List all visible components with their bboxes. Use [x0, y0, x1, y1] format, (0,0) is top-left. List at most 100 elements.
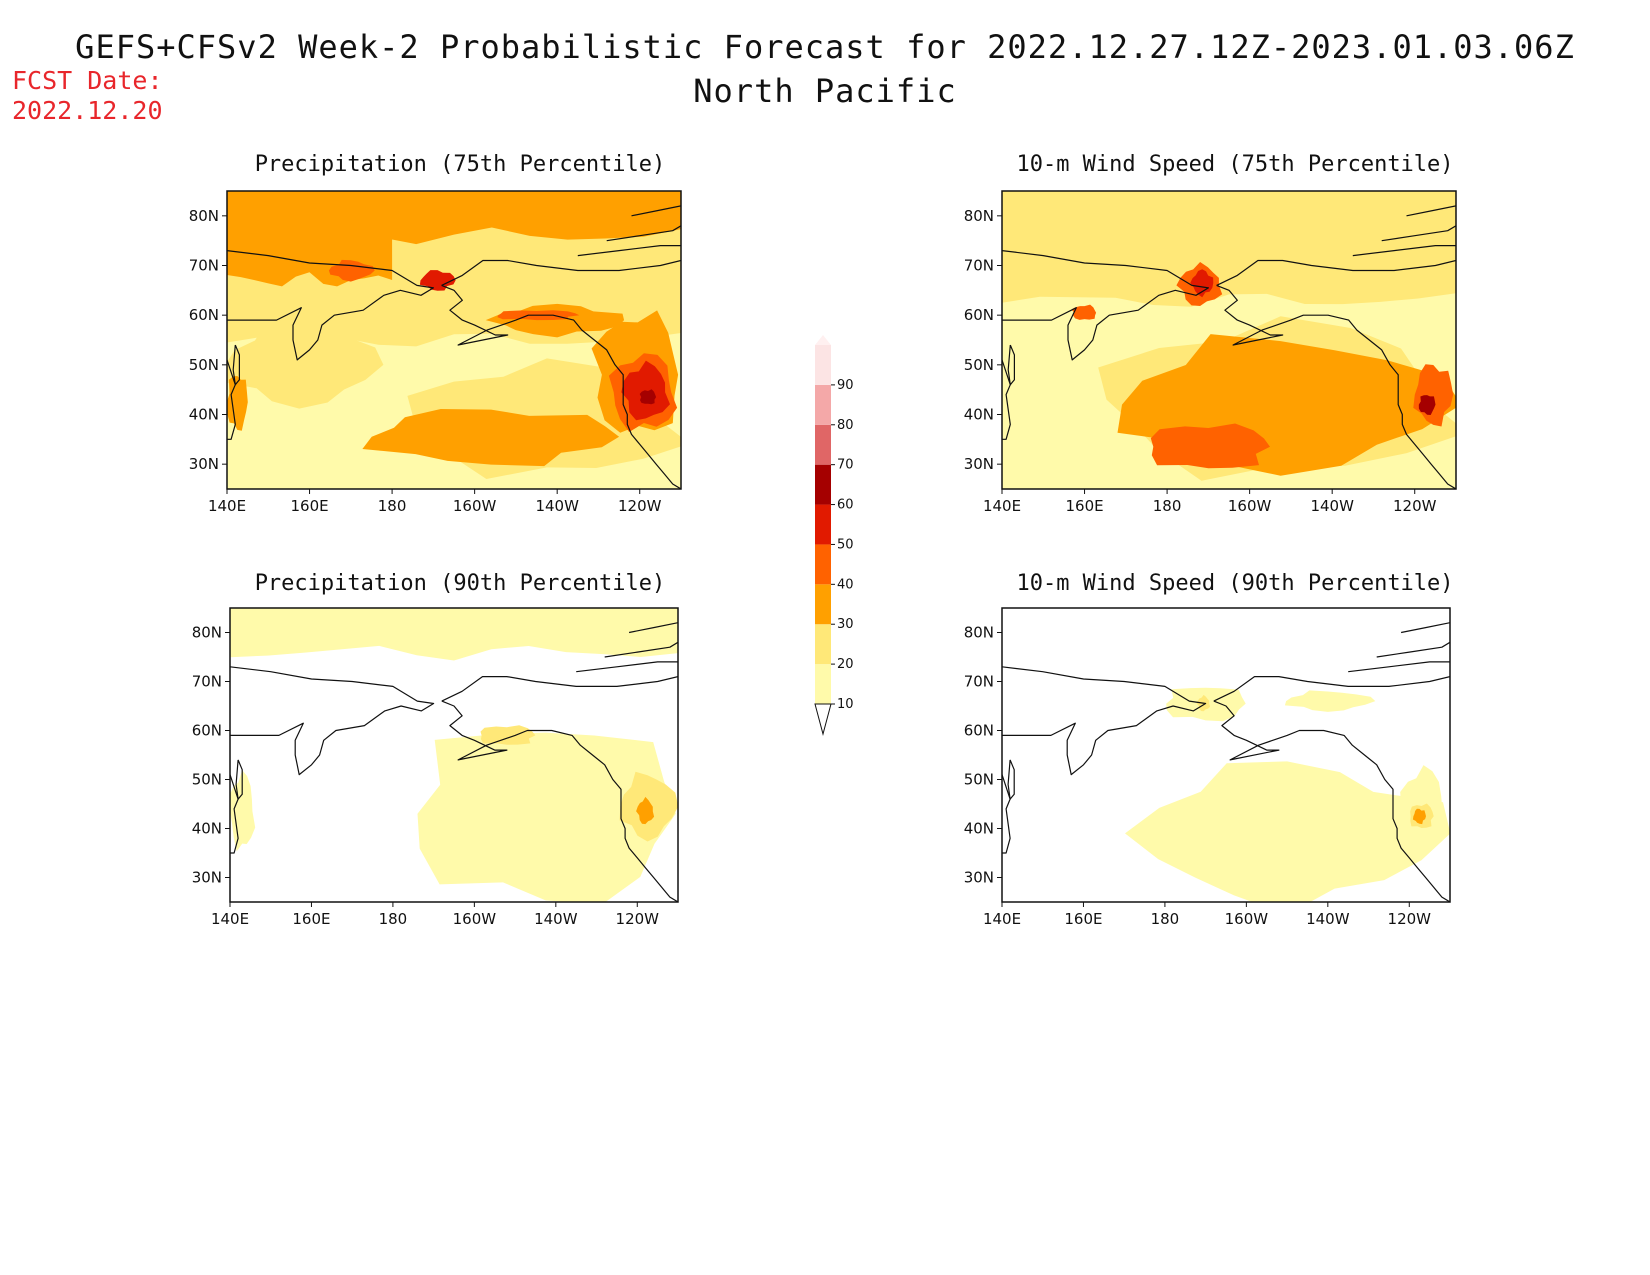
coastline [230, 774, 239, 854]
contour-level-10 [230, 770, 256, 852]
contour-level-30 [227, 376, 248, 431]
lon-tick-label: 120W [618, 497, 662, 515]
coastline [227, 359, 236, 440]
contour-level-10 [230, 608, 678, 661]
coastline [604, 641, 678, 658]
lat-tick-label: 70N [964, 257, 994, 275]
colorbar-label: 60 [837, 498, 854, 513]
coastline [606, 225, 681, 242]
lon-tick-label: 140W [534, 910, 578, 928]
lat-tick-label: 60N [189, 306, 219, 324]
panel-title-precip75: Precipitation (75th Percentile) [254, 152, 666, 177]
lat-tick-label: 80N [189, 207, 219, 225]
colorbar-label: 80 [837, 418, 854, 433]
colorbar-swatch [815, 544, 831, 585]
coastline [441, 259, 681, 286]
coastline [576, 661, 678, 673]
lon-tick-label: 160W [1225, 910, 1269, 928]
colorbar-legend: 10 20 30 40 50 60 70 80 90 [814, 335, 854, 736]
contour-level-10 [1125, 761, 1450, 902]
coastline [1348, 661, 1450, 673]
lon-tick-label: 140E [983, 497, 1021, 515]
colorbar-upper-arrow [815, 335, 831, 345]
lat-tick-label: 30N [964, 869, 994, 887]
main-title: GEFS+CFSv2 Week-2 Probabilistic Forecast… [75, 28, 1575, 66]
colorbar-lower-arrow [814, 703, 832, 736]
lon-tick-label: 140W [535, 497, 579, 515]
coastline [1213, 700, 1450, 902]
lon-tick-label: 140E [208, 497, 246, 515]
coastline [1376, 641, 1450, 658]
lat-tick-label: 30N [189, 455, 219, 473]
lon-tick-label: 140E [211, 910, 249, 928]
lat-tick-label: 50N [964, 356, 994, 374]
coastline [441, 284, 681, 489]
lon-tick-label: 140E [983, 910, 1021, 928]
colorbar-swatch [815, 664, 831, 704]
coastline [1381, 225, 1456, 242]
coastline [1216, 284, 1456, 489]
colorbar-label: 30 [837, 617, 854, 632]
map-frame [1001, 607, 1451, 903]
coastline [227, 250, 434, 361]
coastline [441, 700, 678, 902]
contour-level-50 [419, 270, 456, 291]
lat-tick-label: 80N [964, 624, 994, 642]
contour-level-40 [1071, 304, 1097, 320]
lon-tick-label: 160W [453, 497, 497, 515]
lon-tick-label: 160E [290, 497, 328, 515]
lon-tick-label: 120W [1388, 910, 1432, 928]
colorbar-swatch [815, 345, 831, 385]
lat-tick-label: 80N [192, 624, 222, 642]
lat-tick-label: 60N [964, 306, 994, 324]
lat-tick-label: 70N [964, 673, 994, 691]
colorbar-label: 20 [837, 657, 854, 672]
lat-tick-label: 40N [964, 820, 994, 838]
coastline [631, 205, 681, 217]
coastline [232, 344, 240, 386]
forecast-date-value: 2022.12.20 [12, 96, 163, 125]
coastline [1002, 359, 1011, 440]
lat-tick-label: 60N [964, 722, 994, 740]
forecast-date-label: FCST Date: [12, 66, 163, 95]
panel-title-wind90: 10-m Wind Speed (90th Percentile) [1016, 571, 1454, 596]
contour-level-60 [1418, 395, 1436, 415]
coastline [1002, 666, 1207, 776]
colorbar-label: 10 [837, 697, 854, 712]
coastline [235, 759, 243, 800]
colorbar-swatch [815, 384, 831, 425]
coastline [1213, 676, 1450, 702]
contour-level-60 [639, 389, 657, 405]
colorbar-swatch [815, 584, 831, 625]
forecast-date-block: FCST Date: 2022.12.20 [12, 66, 163, 126]
map-panel-precip90: 140E 160E 180 160W 140W 120W 80N 70N 60N 50N 40N 30… [192, 607, 679, 928]
lat-tick-label: 60N [192, 722, 222, 740]
lon-tick-label: 120W [616, 910, 660, 928]
lon-tick-label: 180 [1153, 497, 1182, 515]
colorbar-swatch [815, 504, 831, 545]
lat-tick-label: 50N [964, 771, 994, 789]
coastline [628, 622, 678, 634]
coastline [230, 666, 435, 776]
map-frame [226, 190, 682, 490]
colorbar-label: 90 [837, 378, 854, 393]
lon-tick-label: 180 [1151, 910, 1180, 928]
contour-level-50 [1190, 269, 1214, 298]
lat-tick-label: 50N [189, 356, 219, 374]
colorbar-label: 70 [837, 458, 854, 473]
lat-tick-label: 40N [189, 406, 219, 424]
coastline [1002, 250, 1209, 361]
coastline [1352, 245, 1456, 257]
panel-title-precip90: Precipitation (90th Percentile) [254, 571, 666, 596]
coastline [1002, 774, 1011, 854]
lon-tick-label: 140W [1310, 497, 1354, 515]
colorbar-swatch [815, 424, 831, 465]
coastline [1007, 344, 1015, 386]
colorbar-swatch [815, 624, 831, 665]
map-panel-wind75: 140E 160E 180 160W 140W 120W 80N 70N 60N 50N 40N 30… [964, 190, 1457, 515]
lon-tick-label: 160W [453, 910, 497, 928]
lat-tick-label: 70N [192, 673, 222, 691]
lon-tick-label: 120W [1393, 497, 1437, 515]
lat-tick-label: 40N [192, 820, 222, 838]
map-panel-precip75: 140E 160E 180 160W 140W 120W 80N 70N 60N 50N 40N 30… [189, 190, 682, 515]
